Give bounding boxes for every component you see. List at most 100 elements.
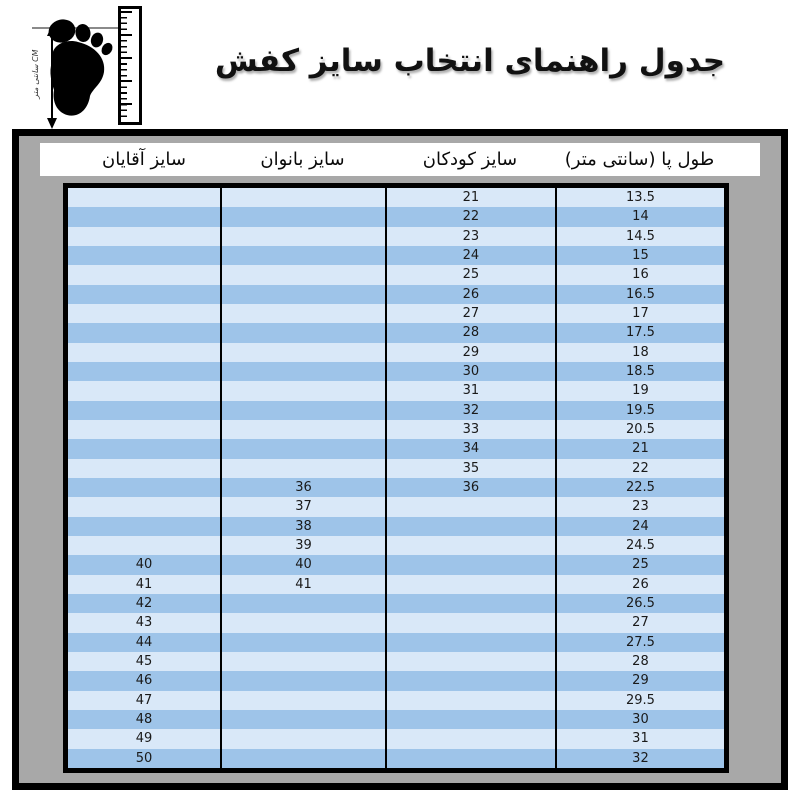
cell-foot-cm: 27.5 (554, 632, 724, 652)
cell-foot-cm: 14 (554, 207, 724, 227)
cell-children: 24 (384, 245, 555, 266)
cell-men (68, 439, 220, 458)
cell-children (384, 690, 555, 710)
cell-foot-cm: 18 (554, 342, 724, 362)
table-row: 28 17.5 (68, 323, 724, 343)
cell-children (384, 497, 555, 517)
cell-foot-cm: 23 (554, 497, 724, 517)
cell-foot-cm: 17 (554, 303, 724, 324)
cell-men (68, 265, 220, 284)
cell-foot-cm: 18.5 (554, 361, 724, 382)
cell-children: 29 (384, 342, 555, 362)
cell-children: 21 (384, 188, 555, 208)
foot-measurement-icon: CM سانتی متر (14, 4, 146, 129)
cell-foot-cm: 16 (554, 265, 724, 285)
cell-men: 45 (135, 654, 153, 670)
cell-women (219, 361, 385, 382)
cell-men (68, 478, 220, 497)
unit-label: CM سانتی متر (31, 49, 40, 99)
cell-foot-cm: 13.5 (554, 188, 724, 208)
cell-men (68, 362, 220, 381)
cell-women (219, 439, 385, 459)
cell-women (219, 748, 385, 768)
cell-women: 37 (219, 497, 385, 517)
cell-women (219, 323, 385, 343)
ruler-short-ticks (121, 11, 127, 120)
cell-women: 39 (219, 535, 385, 556)
cell-women (219, 381, 385, 401)
cell-men (68, 459, 220, 478)
cell-foot-cm: 24.5 (554, 535, 724, 556)
cell-children (384, 535, 555, 556)
cell-children (384, 709, 555, 730)
table-row: 25 16 (68, 265, 724, 285)
cell-foot-cm: 15 (554, 245, 724, 266)
cell-children (384, 516, 555, 536)
table-row: 31 19 (68, 381, 724, 401)
cell-men: 42 (135, 596, 153, 612)
cell-children: 26 (384, 284, 555, 304)
cell-women (219, 458, 385, 478)
table-row: 21 13.5 (68, 188, 724, 208)
table-row: 34 21 (68, 439, 724, 459)
cell-women (219, 207, 385, 227)
table-header-row: سایز آقایان سایز بانوان سایز کودکان طول … (68, 143, 724, 176)
measure-arrow-icon (46, 25, 57, 129)
cell-women (219, 284, 385, 304)
table-row: 27 17 (68, 303, 724, 324)
cell-foot-cm: 19 (554, 381, 724, 401)
table-row: 29 18 (68, 342, 724, 362)
cell-foot-cm: 26 (554, 574, 724, 594)
table-row: 32 19.5 (68, 400, 724, 420)
table-row: 46 29 (68, 671, 724, 691)
cell-men (68, 227, 220, 246)
cell-foot-cm: 27 (554, 613, 724, 633)
cell-foot-cm: 25 (554, 555, 724, 575)
cell-children: 30 (384, 361, 555, 382)
cell-foot-cm: 30 (554, 709, 724, 730)
table-row: 24 15 (68, 245, 724, 266)
cell-children: 35 (384, 458, 555, 478)
cell-women: 41 (219, 574, 385, 594)
table-row: 35 22 (68, 458, 724, 478)
table-row: 30 18.5 (68, 361, 724, 382)
cell-women: 36 (219, 477, 385, 498)
cell-women (219, 632, 385, 652)
cell-women (219, 729, 385, 749)
table-row: 22 14 (68, 207, 724, 227)
cell-foot-cm: 29 (554, 671, 724, 691)
cell-children (384, 555, 555, 575)
header-women-size: سایز بانوان (260, 149, 345, 170)
cell-men: 46 (135, 673, 153, 689)
cell-women (219, 400, 385, 420)
cell-foot-cm: 28 (554, 651, 724, 672)
table-row: 43 27 (68, 613, 724, 633)
cell-foot-cm: 16.5 (554, 284, 724, 304)
cell-women (219, 709, 385, 730)
cell-men: 44 (135, 634, 153, 650)
header-foot-length: طول پا (سانتی متر) (564, 149, 715, 170)
table-row: 39 24.5 (68, 535, 724, 556)
table-row: 48 30 (68, 709, 724, 730)
cell-children: 27 (384, 303, 555, 324)
cell-men: 40 (135, 557, 153, 573)
cell-children: 22 (384, 207, 555, 227)
cell-women (219, 226, 385, 246)
cell-men (68, 536, 220, 555)
cell-men (68, 285, 220, 304)
table-row: 37 23 (68, 497, 724, 517)
cell-women (219, 342, 385, 362)
cell-women (219, 690, 385, 710)
cell-children: 25 (384, 265, 555, 285)
cell-women (219, 613, 385, 633)
cell-men (68, 304, 220, 323)
cell-children (384, 574, 555, 594)
cell-men (68, 381, 220, 400)
cell-women (219, 671, 385, 691)
page-title: جدول راهنمای انتخاب سایز کفش (214, 43, 726, 79)
cell-men (68, 323, 220, 342)
table-row: 36 36 22.5 (68, 477, 724, 498)
cell-children: 31 (384, 381, 555, 401)
cell-men (68, 497, 220, 516)
